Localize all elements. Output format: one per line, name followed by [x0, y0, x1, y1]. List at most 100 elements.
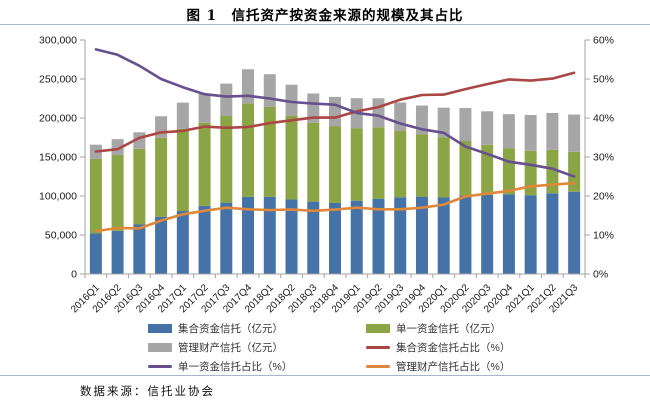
bar-segment-property: [263, 74, 276, 107]
legend-item-property-ratio: 管理财产信托占比（%）: [366, 359, 584, 374]
bar-segment-collective: [415, 196, 428, 274]
right-axis-tick-label: 20%: [593, 191, 614, 203]
bar-segment-single: [198, 122, 211, 206]
bar-segment-single: [502, 148, 515, 195]
bar-segment-single: [459, 141, 472, 196]
legend-item-property-scale: 管理财产信托（亿元）: [148, 340, 366, 355]
bar-segment-property: [329, 96, 341, 127]
bar-segment-single: [394, 131, 407, 198]
right-axis-tick-label: 50%: [593, 74, 614, 86]
bar-segment-single: [307, 122, 320, 202]
left-axis-tick-label: 300,000: [39, 35, 77, 47]
bar-segment-collective: [524, 195, 537, 274]
legend-swatch-collective-ratio: [366, 346, 390, 349]
bar-segment-collective: [459, 195, 472, 274]
legend-label: 集合资金信托占比（%）: [396, 342, 511, 354]
bar-segment-collective: [372, 198, 385, 274]
bar-segment-property: [502, 114, 515, 149]
combo-chart: 0 50,000 100,000 150,000 200,000 250,000 300,0…: [39, 35, 614, 316]
bar-segment-collective: [263, 196, 276, 274]
left-axis-tick-label: 250,000: [39, 74, 77, 86]
bar-segment-collective: [133, 224, 146, 274]
right-axis-tick-label: 30%: [593, 152, 614, 164]
bar-segment-property: [242, 69, 255, 104]
left-axis-tick-label: 200,000: [39, 113, 77, 125]
left-axis-tick-label: 150,000: [39, 152, 77, 164]
bar-segment-property: [198, 93, 211, 123]
bar-segment-collective: [242, 196, 255, 274]
bar-segment-collective: [394, 197, 407, 274]
bar-segment-collective: [437, 197, 450, 274]
bar-segment-collective: [176, 211, 189, 274]
bar-segment-property: [568, 114, 581, 152]
bar-segment-collective: [198, 205, 211, 274]
bar-segment-single: [89, 158, 102, 234]
bar-segment-property: [220, 83, 233, 117]
legend-label: 集合资金信托（亿元）: [178, 323, 283, 335]
bar-segment-single: [155, 137, 168, 217]
bar-segment-single: [133, 148, 146, 225]
bar-segment-single: [372, 127, 385, 199]
line-single-ratio: [94, 48, 576, 178]
bar-segment-single: [329, 126, 341, 203]
bar-segment-collective: [329, 202, 341, 274]
bar-segment-property: [176, 102, 189, 129]
legend-label: 单一资金信托占比（%）: [178, 361, 293, 373]
legend-label: 管理财产信托占比（%）: [396, 361, 511, 373]
line-property-ratio: [94, 181, 576, 233]
legend-item-single-scale: 单一资金信托（亿元）: [366, 321, 584, 336]
bar-segment-property: [372, 98, 385, 128]
legend-item-collective-scale: 集合资金信托（亿元）: [148, 321, 366, 336]
bar-segment-single: [176, 128, 189, 212]
bar-segment-single: [524, 150, 537, 196]
bar-segment-property: [285, 84, 298, 116]
bar-segment-single: [437, 137, 450, 198]
bar-segment-single: [481, 144, 494, 195]
bar-segment-property: [415, 105, 428, 135]
bar-segment-single: [220, 116, 233, 203]
bottom-rule: [0, 375, 650, 376]
bar-segment-single: [546, 149, 559, 194]
right-axis-tick-label: 0%: [593, 269, 608, 281]
bar-segment-single: [285, 115, 298, 200]
bar-segment-collective: [285, 199, 298, 274]
legend-label: 管理财产信托（亿元）: [178, 342, 283, 354]
bar-segment-collective: [481, 194, 494, 274]
bar-segment-single: [111, 155, 124, 231]
bar-segment-collective: [568, 191, 581, 274]
figure-title: 图 1 信托资产按资金来源的规模及其占比: [186, 8, 464, 24]
bar-segment-property: [546, 113, 559, 150]
bar-segment-property: [437, 107, 450, 138]
left-axis-tick-label: 100,000: [39, 191, 77, 203]
bar-segment-single: [263, 106, 276, 197]
legend-item-single-ratio: 单一资金信托占比（%）: [148, 359, 366, 374]
right-axis-tick-label: 10%: [593, 230, 614, 242]
bar-segment-single: [568, 151, 581, 192]
bar-segment-collective: [350, 200, 363, 274]
bar-segment-collective: [307, 201, 320, 274]
legend: 集合资金信托（亿元） 单一资金信托（亿元） 管理财产信托（亿元） 集合资金信托占…: [148, 319, 584, 376]
bar-segment-property: [307, 93, 320, 123]
bar-segment-collective: [546, 193, 559, 274]
bar-segment-collective: [220, 202, 233, 274]
bar-segment-single: [415, 134, 428, 197]
legend-swatch-property-ratio: [366, 365, 390, 368]
left-axis-tick-label: 0: [71, 269, 77, 281]
bar-segment-collective: [89, 233, 102, 274]
legend-swatch-collective-scale: [148, 324, 172, 333]
legend-label: 单一资金信托（亿元）: [396, 323, 501, 335]
legend-item-collective-ratio: 集合资金信托占比（%）: [366, 340, 584, 355]
data-source-note: 数据来源：信托业协会: [80, 384, 215, 398]
bar-segment-collective: [111, 230, 124, 274]
bar-segment-property: [459, 108, 472, 142]
bar-segment-single: [242, 103, 255, 197]
bar-segment-collective: [502, 194, 515, 274]
bar-segment-property: [394, 102, 407, 132]
legend-swatch-property-scale: [148, 343, 172, 352]
bar-segment-single: [350, 128, 363, 201]
left-axis-tick-label: 50,000: [45, 230, 77, 242]
right-axis-tick-label: 60%: [593, 35, 614, 47]
line-collective-ratio: [94, 71, 576, 153]
legend-swatch-single-scale: [366, 324, 390, 333]
